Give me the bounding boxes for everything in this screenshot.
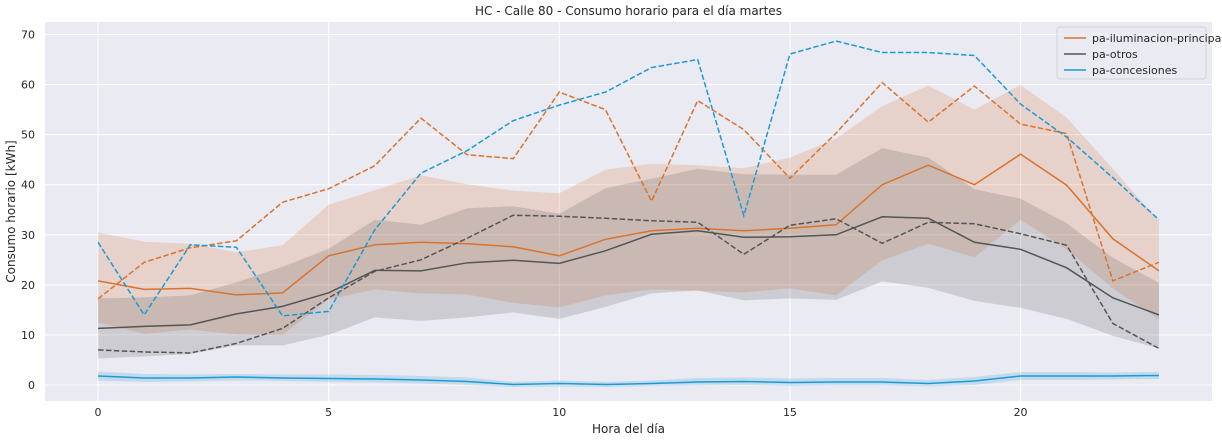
confidence-bands (98, 85, 1159, 387)
y-tick-label: 60 (21, 79, 35, 92)
x-tick-label: 15 (783, 406, 797, 419)
legend-entry: pa-iluminacion-principal (1092, 32, 1222, 45)
mean-line-series-2 (98, 374, 1159, 386)
legend-entry: pa-concesiones (1092, 64, 1178, 77)
dashed-line-series-0 (97, 81, 1160, 300)
legend: pa-iluminacion-principal pa-otros pa-conce… (1056, 26, 1222, 80)
x-tick-label: 10 (552, 406, 566, 419)
y-axis-label: Consumo horario [kWh] (4, 140, 18, 282)
band-series-1 (98, 148, 1159, 359)
y-tick-label: 50 (21, 129, 35, 142)
y-tick-label: 70 (21, 29, 35, 42)
band-series-2 (98, 371, 1159, 387)
series-lines (97, 40, 1160, 386)
mean-line-series-1 (98, 216, 1160, 330)
plot-area (45, 22, 1212, 401)
chart-title: HC - Calle 80 - Consumo horario para el … (475, 4, 782, 18)
legend-entry: pa-otros (1092, 48, 1138, 61)
tick-labels: 0 5 10 15 20 0 10 20 30 40 50 60 70 (21, 29, 1028, 419)
y-tick-label: 30 (21, 229, 35, 242)
band-series-0 (98, 85, 1159, 335)
x-tick-label: 0 (95, 406, 102, 419)
x-tick-label: 20 (1014, 406, 1028, 419)
grid (45, 22, 1212, 401)
y-tick-label: 20 (21, 279, 35, 292)
y-tick-label: 0 (28, 379, 35, 392)
mean-line-series-0 (97, 153, 1160, 296)
legend-box (1056, 26, 1207, 80)
x-axis-label: Hora del día (592, 422, 665, 436)
dashed-line-series-2 (97, 40, 1160, 317)
x-tick-label: 5 (325, 406, 332, 419)
dashed-line-series-1 (98, 214, 1160, 354)
y-tick-label: 40 (21, 179, 35, 192)
y-tick-label: 10 (21, 329, 35, 342)
